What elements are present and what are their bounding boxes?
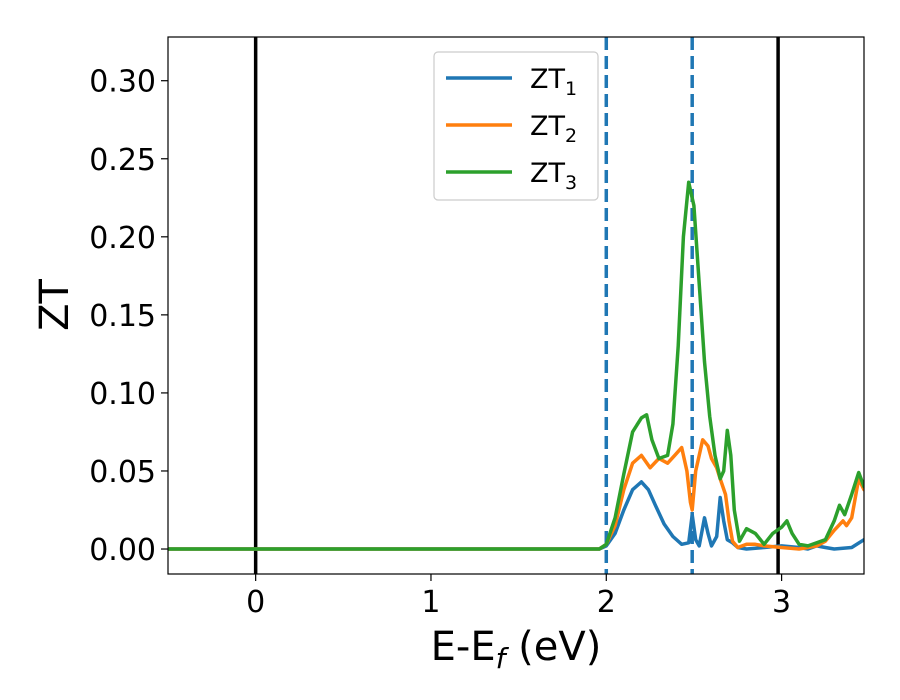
- series-line-zt2: [168, 438, 864, 551]
- legend-label-zt1: ZT1: [530, 64, 577, 100]
- y-axis-ticks: 0.00 0.05 0.10 0.15 0.20 0.25 0.30: [89, 65, 168, 568]
- series-lines: [168, 180, 864, 551]
- y-tick-label: 0.30: [89, 65, 156, 100]
- x-axis-label-main: E-E: [431, 624, 496, 670]
- legend-box: [433, 51, 599, 201]
- y-tick-label: 0.25: [89, 143, 156, 178]
- x-tick-label: 2: [597, 585, 616, 620]
- y-tick-label: 0.10: [89, 377, 156, 412]
- x-tick-label: 3: [772, 585, 791, 620]
- x-tick-label: 0: [246, 585, 265, 620]
- legend: ZT1 ZT2 ZT3: [433, 51, 599, 201]
- series-line-zt3: [168, 180, 864, 551]
- y-axis-label: ZT: [32, 279, 78, 331]
- legend-label-zt3: ZT3: [530, 158, 577, 194]
- x-axis-ticks: 0 1 2 3: [246, 574, 791, 620]
- y-tick-label: 0.15: [89, 299, 156, 334]
- x-axis-label-suffix: (eV): [505, 624, 601, 670]
- x-axis-label: E-Ef (eV): [431, 624, 602, 675]
- legend-label-zt2: ZT2: [530, 111, 577, 147]
- y-tick-label: 0.20: [89, 221, 156, 256]
- plot-frame: [167, 36, 865, 575]
- reference-lines: [253, 37, 780, 574]
- y-tick-label: 0.00: [89, 533, 156, 568]
- y-tick-label: 0.05: [89, 455, 156, 490]
- x-tick-label: 1: [421, 585, 440, 620]
